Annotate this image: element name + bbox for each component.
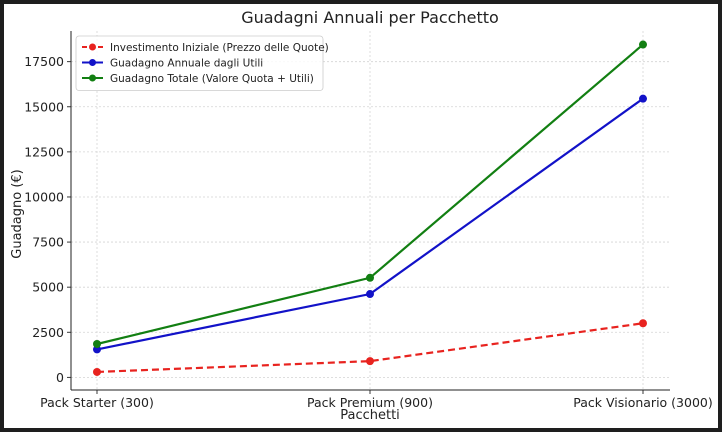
y-tick-label: 0 xyxy=(56,370,64,385)
legend: Investimento Iniziale (Prezzo delle Quot… xyxy=(75,35,329,91)
chart-title: Guadagni Annuali per Pacchetto xyxy=(241,8,499,27)
y-tick-label: 7500 xyxy=(32,235,64,250)
legend-swatch-marker xyxy=(89,43,96,51)
data-point xyxy=(639,94,647,103)
y-axis-label: Guadagno (€) xyxy=(10,169,25,259)
y-tick-label: 15000 xyxy=(24,99,64,114)
legend-entry-label: Guadagno Annuale dagli Utili xyxy=(110,57,263,69)
data-point xyxy=(366,357,374,366)
legend-box xyxy=(75,35,324,91)
data-point xyxy=(366,273,374,282)
series-layer xyxy=(93,40,647,376)
legend-entry-label: Guadagno Totale (Valore Quota + Utili) xyxy=(110,73,314,85)
ticks-layer: 0 2500 5000 7500 10000 12500 15000 17500 Pack St… xyxy=(24,54,713,410)
y-tick-label: 17500 xyxy=(24,54,64,69)
axes xyxy=(70,31,670,391)
data-point xyxy=(639,40,647,49)
legend-swatch-marker xyxy=(89,59,96,66)
data-point xyxy=(93,339,101,348)
x-tick-label: Pack Premium (900) xyxy=(307,395,433,410)
line-chart: 0 2500 5000 7500 10000 12500 15000 17500 Pack St… xyxy=(10,8,713,423)
y-tick-label: 10000 xyxy=(24,189,64,204)
x-tick-label: Pack Visionario (3000) xyxy=(573,395,712,410)
y-tick-label: 2500 xyxy=(32,325,64,340)
y-tick-label: 12500 xyxy=(24,144,64,159)
x-axis-label: Pacchetti xyxy=(340,408,400,423)
series-line xyxy=(96,322,644,374)
chart-frame: 0 2500 5000 7500 10000 12500 15000 17500 Pack St… xyxy=(4,4,718,428)
y-tick-label: 5000 xyxy=(32,280,64,295)
x-tick-label: Pack Starter (300) xyxy=(40,395,154,410)
legend-swatch-marker xyxy=(89,74,96,82)
data-point xyxy=(93,367,101,376)
data-point xyxy=(639,319,647,328)
legend-entry-label: Investimento Iniziale (Prezzo delle Quot… xyxy=(110,42,329,54)
data-point xyxy=(366,290,374,299)
